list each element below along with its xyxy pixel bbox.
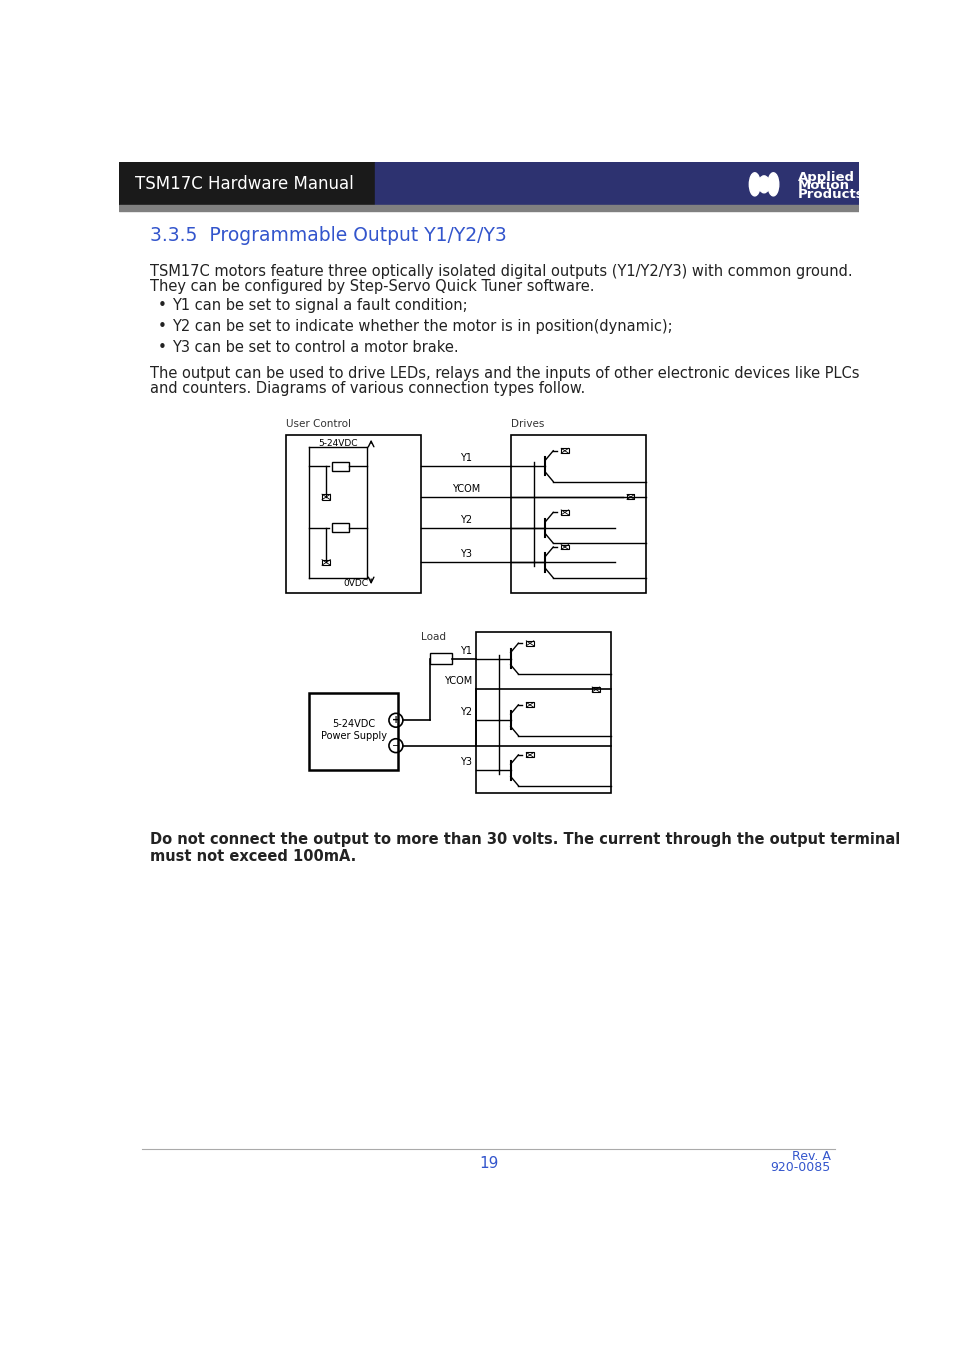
Text: TSM17C Hardware Manual: TSM17C Hardware Manual [134,174,354,193]
Ellipse shape [758,176,769,193]
Text: Load: Load [421,632,446,641]
Text: YCOM: YCOM [443,676,472,686]
Bar [332,462,348,471]
Text: Y2 can be set to indicate whether the motor is in position(dynamic);: Y2 can be set to indicate whether the mo… [172,320,672,335]
Bar [430,653,452,664]
Bar [560,448,568,454]
Bar [119,205,858,212]
Bar [322,560,330,566]
Text: They can be configured by Step-Servo Quick Tuner software.: They can be configured by Step-Servo Qui… [150,279,594,294]
Text: Motion: Motion [798,180,849,192]
Text: Rev. A: Rev. A [791,1150,830,1164]
Bar [526,702,533,707]
Text: Y3: Y3 [459,549,472,559]
Bar [510,435,645,593]
Bar [309,694,397,771]
Text: •: • [158,298,167,313]
Text: Y3 can be set to control a motor brake.: Y3 can be set to control a motor brake. [172,340,458,355]
Bar [476,632,611,794]
Bar [286,435,421,593]
Text: YCOM: YCOM [452,483,479,494]
Text: Drives: Drives [510,420,543,429]
Text: Applied: Applied [798,171,854,184]
Text: •: • [158,340,167,355]
Ellipse shape [748,173,760,196]
Text: must not exceed 100mA.: must not exceed 100mA. [150,849,356,864]
Text: Y2: Y2 [459,514,472,525]
Text: Y1 can be set to signal a fault condition;: Y1 can be set to signal a fault conditio… [172,298,467,313]
Text: The output can be used to drive LEDs, relays and the inputs of other electronic : The output can be used to drive LEDs, re… [150,366,859,381]
Text: Y3: Y3 [459,757,472,767]
Text: 5-24VDC: 5-24VDC [332,720,375,729]
Text: Y1: Y1 [459,645,472,656]
Bar [526,641,533,645]
Bar [119,162,375,205]
Text: and counters. Diagrams of various connection types follow.: and counters. Diagrams of various connec… [150,382,585,397]
Text: Do not connect the output to more than 30 volts. The current through the output : Do not connect the output to more than 3… [150,832,900,846]
Text: User Control: User Control [286,420,351,429]
Text: •: • [158,320,167,335]
Bar [560,544,568,549]
Bar [332,524,348,532]
Bar [322,494,330,499]
Bar [560,510,568,514]
Bar [626,494,634,499]
Text: Y1: Y1 [459,454,472,463]
Text: TSM17C motors feature three optically isolated digital outputs (Y1/Y2/Y3) with c: TSM17C motors feature three optically is… [150,263,852,278]
Text: Y2: Y2 [459,707,472,717]
Bar [375,162,858,205]
Text: 5-24VDC: 5-24VDC [318,439,357,448]
Bar [592,687,599,693]
Text: +: + [392,716,399,725]
Text: 3.3.5  Programmable Output Y1/Y2/Y3: 3.3.5 Programmable Output Y1/Y2/Y3 [150,225,506,244]
Text: Power Supply: Power Supply [320,730,386,741]
Text: 920-0085: 920-0085 [770,1161,830,1174]
Bar [526,752,533,757]
Text: 0VDC: 0VDC [343,579,368,589]
Text: −: − [392,741,399,751]
Text: Products: Products [798,188,863,201]
Text: 19: 19 [478,1156,498,1170]
Ellipse shape [767,173,778,196]
